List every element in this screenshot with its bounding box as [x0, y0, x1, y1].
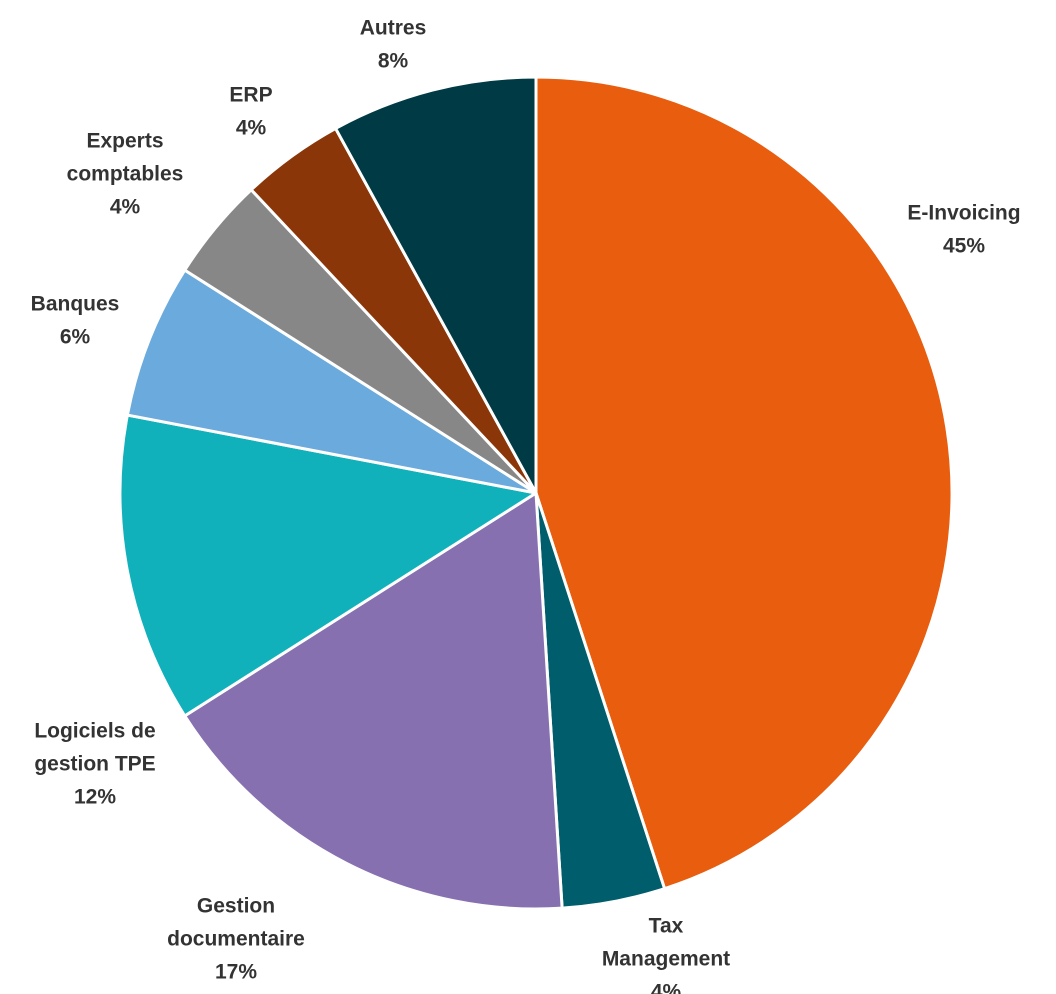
- slice-category-label: comptables: [67, 162, 184, 185]
- slice-value-label: 4%: [236, 116, 267, 139]
- slice-value-label: 12%: [74, 785, 116, 808]
- slice-value-label: 45%: [943, 234, 985, 257]
- slice-label-experts-comptables: Experts comptables 4%: [67, 129, 184, 218]
- slice-category-label: documentaire: [167, 927, 305, 950]
- slice-category-label: Banques: [31, 292, 120, 315]
- slice-category-label: Logiciels de: [34, 719, 155, 742]
- slice-logiciels-de-gestion-tpe: [118, 413, 538, 718]
- slice-label-erp: ERP 4%: [229, 83, 272, 139]
- slice-autres: [334, 75, 538, 495]
- slice-category-label: ERP: [229, 83, 272, 106]
- slice-value-label: 17%: [215, 960, 257, 983]
- slice-value-label: 8%: [378, 49, 409, 72]
- slices-layer: [118, 75, 954, 911]
- slice-category-label: E-Invoicing: [907, 201, 1020, 224]
- slice-value-label: 4%: [651, 980, 682, 994]
- slice-category-label: gestion TPE: [34, 752, 155, 775]
- labels-layer: E-Invoicing 45% Tax Management 4% Gestion docu…: [31, 16, 1021, 994]
- slice-category-label: Tax: [649, 914, 684, 937]
- slice-e-invoicing: [534, 75, 954, 891]
- slice-value-label: 6%: [60, 325, 91, 348]
- slice-gestion-documentaire: [183, 491, 564, 911]
- slice-label-gestion-documentaire: Gestion documentaire 17%: [167, 894, 305, 983]
- slice-category-label: Management: [602, 947, 730, 970]
- slice-category-label: Gestion: [197, 894, 275, 917]
- slice-category-label: Experts: [86, 129, 163, 152]
- slice-value-label: 4%: [110, 195, 141, 218]
- slice-label-tax-management: Tax Management 4%: [602, 914, 730, 994]
- slice-label-e-invoicing: E-Invoicing 45%: [907, 201, 1020, 257]
- slice-category-label: Autres: [360, 16, 427, 39]
- slice-label-banques: Banques 6%: [31, 292, 120, 348]
- slice-label-logiciels-de-gestion-tpe: Logiciels de gestion TPE 12%: [34, 719, 155, 808]
- slice-label-autres: Autres 8%: [360, 16, 427, 72]
- slice-banques: [125, 268, 538, 495]
